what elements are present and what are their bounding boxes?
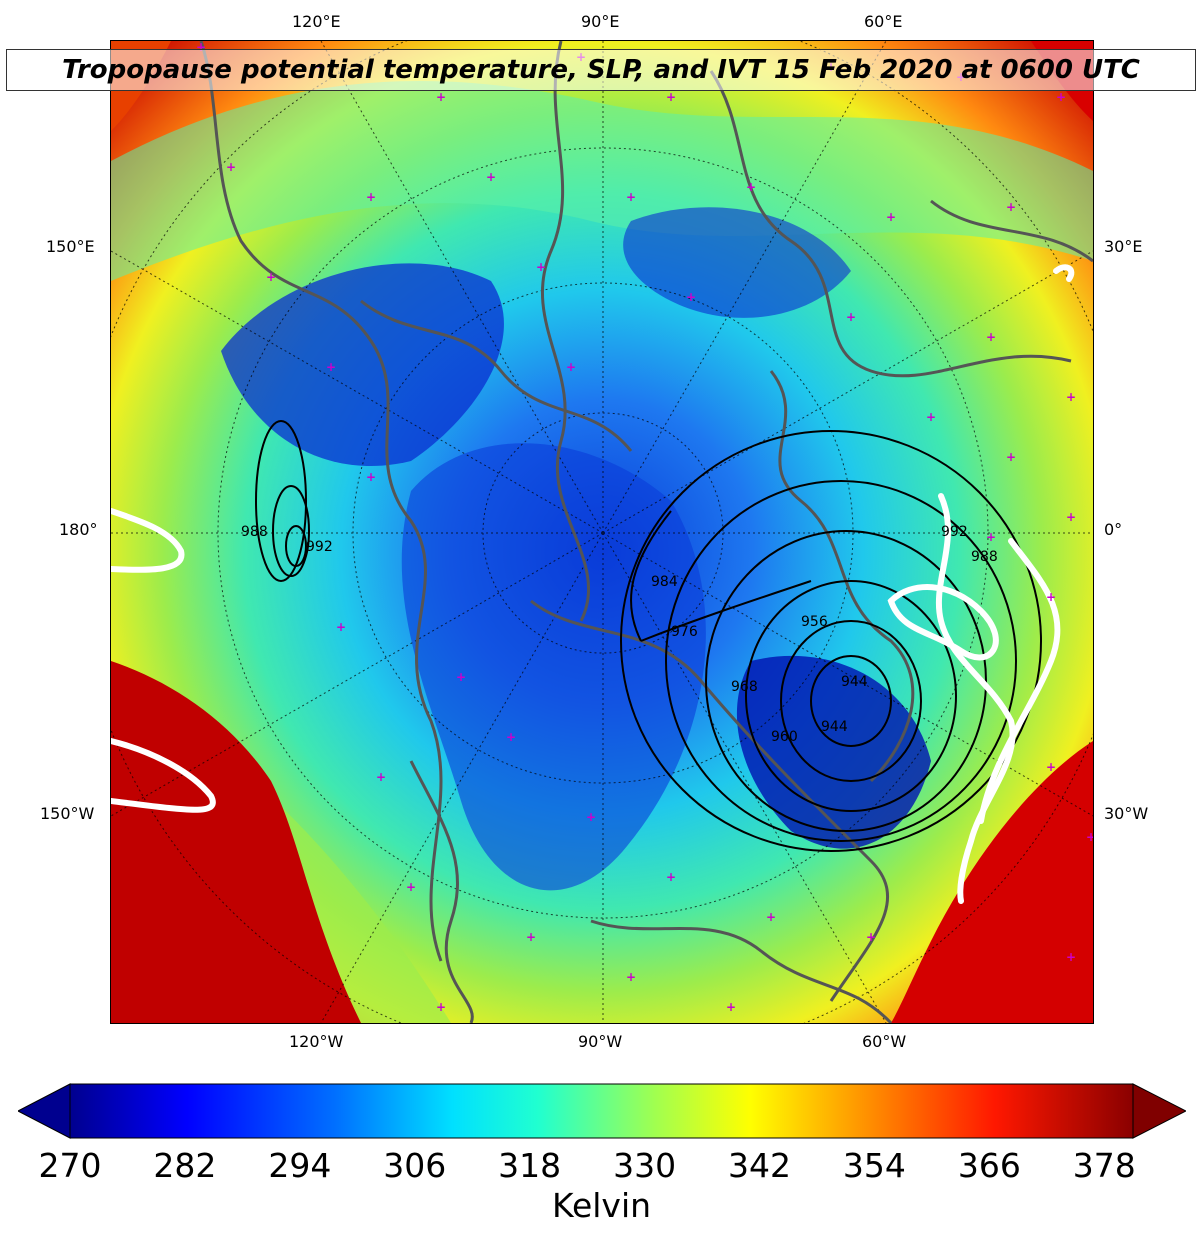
slp-contour-label: 944: [821, 719, 848, 735]
svg-text:+: +: [526, 930, 536, 944]
map-canvas: ++ + ++ + ++ + ++ + ++ + ++ + ++ + ++ + ++ + ++ + …: [111, 41, 1093, 1023]
colorbar: [18, 1083, 1186, 1139]
svg-text:+: +: [626, 190, 636, 204]
slp-contours: [255, 420, 1042, 852]
svg-text:+: +: [536, 260, 546, 274]
colorbar-tick-label: 270: [38, 1146, 102, 1185]
colorbar-tick-label: 306: [383, 1146, 447, 1185]
svg-text:+: +: [846, 310, 856, 324]
station-markers: ++ + ++ + ++ + ++ + ++ + ++ + ++ + ++ + ++ + ++ + …: [196, 41, 1093, 1014]
lat-label-left-3: 150°W: [40, 804, 95, 823]
colorbar-tick-label: 378: [1072, 1146, 1136, 1185]
svg-text:+: +: [986, 530, 996, 544]
colorbar-tick-label: 354: [842, 1146, 906, 1185]
svg-text:+: +: [436, 90, 446, 104]
lon-label-bottom-1: 120°W: [289, 1032, 344, 1051]
lat-label-right-2: 0°: [1104, 520, 1123, 539]
theta-band-upper: [111, 81, 1093, 281]
low-theta-region-west: [221, 263, 504, 467]
svg-text:+: +: [436, 1000, 446, 1014]
svg-text:+: +: [366, 190, 376, 204]
high-theta-region-sw: [111, 661, 361, 1023]
slp-contour-label: 992: [941, 524, 968, 540]
colorbar-extend-min: [18, 1083, 71, 1139]
svg-text:+: +: [366, 470, 376, 484]
svg-text:+: +: [566, 360, 576, 374]
title-box: Tropopause potential temperature, SLP, a…: [6, 49, 1196, 91]
svg-text:+: +: [196, 41, 206, 54]
svg-text:+: +: [666, 90, 676, 104]
svg-text:+: +: [766, 910, 776, 924]
svg-text:+: +: [456, 670, 466, 684]
low-theta-region-east: [736, 655, 931, 849]
lon-label-top-2: 90°E: [581, 12, 620, 31]
slp-contour-label: 944: [841, 674, 868, 690]
colorbar-tick-label: 294: [268, 1146, 332, 1185]
svg-text:+: +: [886, 210, 896, 224]
colorbar-tick-label: 318: [498, 1146, 562, 1185]
colorbar-label: Kelvin: [551, 1186, 652, 1225]
low-theta-region-north: [623, 207, 851, 318]
svg-text:+: +: [406, 880, 416, 894]
svg-text:+: +: [326, 360, 336, 374]
chart-title: Tropopause potential temperature, SLP, a…: [62, 55, 1140, 85]
slp-contour-label: 984: [651, 574, 678, 590]
lon-label-bottom-2: 90°W: [578, 1032, 623, 1051]
lon-label-bottom-3: 60°W: [862, 1032, 907, 1051]
ivt-outlines: [111, 264, 1075, 904]
svg-text:+: +: [746, 180, 756, 194]
svg-text:+: +: [1056, 90, 1066, 104]
svg-text:+: +: [726, 1000, 736, 1014]
svg-text:+: +: [1046, 590, 1056, 604]
colorbar-tick-label: 282: [153, 1146, 217, 1185]
high-theta-region-se: [891, 741, 1093, 1023]
colorbar-tick-label: 366: [957, 1146, 1021, 1185]
colorbar-bar: [69, 1083, 1134, 1139]
svg-text:+: +: [506, 730, 516, 744]
svg-text:+: +: [1086, 830, 1093, 844]
coastlines: [199, 41, 1093, 1023]
svg-text:+: +: [266, 270, 276, 284]
svg-text:+: +: [586, 810, 596, 824]
svg-text:+: +: [336, 620, 346, 634]
svg-text:+: +: [226, 160, 236, 174]
svg-text:+: +: [1066, 390, 1076, 404]
lon-label-top-3: 60°E: [864, 12, 903, 31]
svg-text:+: +: [1006, 200, 1016, 214]
slp-contour-label: 988: [241, 524, 268, 540]
svg-text:+: +: [1066, 950, 1076, 964]
svg-text:+: +: [926, 410, 936, 424]
slp-contour-label: 976: [671, 624, 698, 640]
svg-text:+: +: [986, 330, 996, 344]
colorbar-tick-label: 330: [613, 1146, 677, 1185]
svg-text:+: +: [686, 290, 696, 304]
svg-text:+: +: [486, 170, 496, 184]
lat-label-left-2: 180°: [59, 520, 98, 539]
svg-text:+: +: [1046, 760, 1056, 774]
svg-text:+: +: [1066, 510, 1076, 524]
lat-label-right-1: 30°E: [1104, 237, 1143, 256]
lat-label-right-3: 30°W: [1104, 804, 1149, 823]
slp-contour-label: 988: [971, 549, 998, 565]
slp-contour-label: 968: [731, 679, 758, 695]
graticule: [111, 41, 1093, 1023]
svg-text:+: +: [626, 970, 636, 984]
slp-contour-label: 960: [771, 729, 798, 745]
colorbar-tick-label: 342: [728, 1146, 791, 1185]
slp-contour-label: 956: [801, 614, 828, 630]
map-panel: + + + + + + + + + + + + + + + + + + + + + + + + + + + + + + …: [110, 40, 1094, 1024]
svg-text:+: +: [376, 770, 386, 784]
low-theta-region-center: [401, 443, 706, 891]
svg-text:+: +: [666, 870, 676, 884]
svg-text:+: +: [1006, 450, 1016, 464]
slp-contour-label: 992: [306, 539, 333, 555]
svg-text:+: +: [866, 930, 876, 944]
colorbar-extend-max: [1132, 1083, 1186, 1139]
lon-label-top-1: 120°E: [292, 12, 341, 31]
lat-label-left-1: 150°E: [46, 237, 95, 256]
